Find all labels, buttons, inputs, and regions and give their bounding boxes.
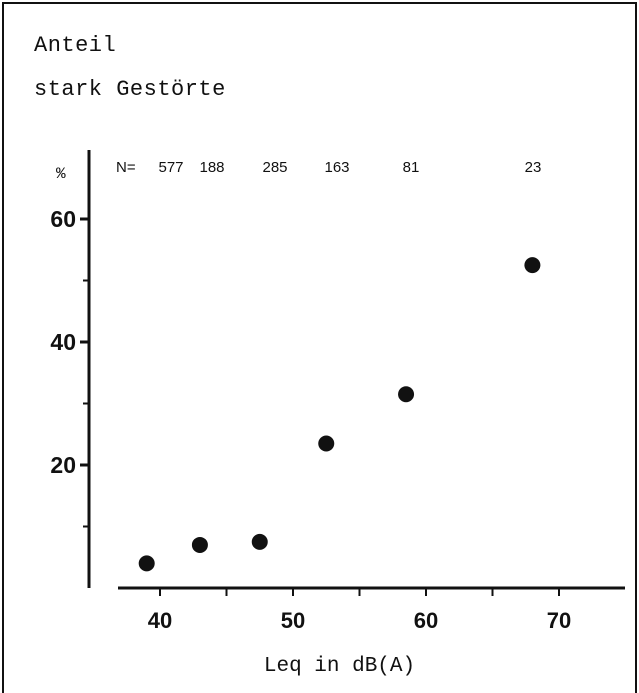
x-tick-label-50: 50 (281, 608, 305, 633)
x-tick-label-60: 60 (414, 608, 438, 633)
n-count-label-6: 23 (525, 159, 542, 176)
n-count-label-1: 577 (158, 159, 183, 176)
chart-title-line-2: stark Gestörte (34, 77, 226, 102)
data-point-2 (191, 536, 208, 553)
y-tick-label-60: 60 (50, 206, 76, 232)
n-count-label-3: 285 (262, 159, 287, 176)
y-tick-label-20: 20 (50, 452, 76, 478)
chart-title-line-1: Anteil (34, 33, 117, 58)
x-tick-label-70: 70 (547, 608, 571, 633)
data-point-5 (398, 386, 415, 403)
data-point-3 (251, 533, 268, 550)
x-tick-label-40: 40 (148, 608, 172, 633)
n-count-label-5: 81 (403, 159, 420, 176)
y-unit-label: % (56, 165, 66, 183)
n-count-label-4: 163 (324, 159, 349, 176)
n-prefix-label: N= (116, 159, 136, 176)
data-point-1 (138, 555, 155, 572)
n-count-label-2: 188 (199, 159, 224, 176)
x-axis-label: Leq in dB(A) (263, 655, 416, 678)
data-point-4 (318, 435, 335, 452)
y-tick-label-40: 40 (50, 329, 76, 355)
data-point-6 (524, 257, 541, 274)
